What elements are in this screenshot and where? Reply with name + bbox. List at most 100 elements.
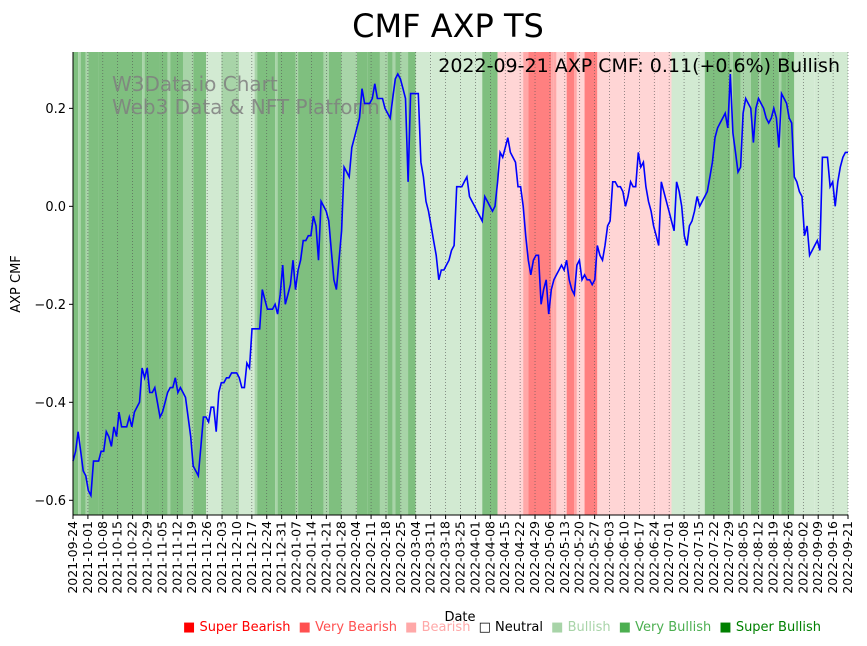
y-axis-label: AXP CMF [9, 255, 24, 313]
signal-band [492, 52, 498, 515]
x-tick-label: 2022-02-11 [363, 521, 378, 594]
legend-label: Neutral [495, 620, 543, 635]
x-tick-label: 2022-07-15 [691, 521, 706, 594]
signal-band [239, 52, 255, 515]
x-tick-label: 2022-04-08 [482, 521, 497, 594]
signal-band [387, 52, 393, 515]
signal-band [78, 52, 81, 515]
signal-band [392, 52, 396, 515]
x-tick-label: 2022-08-12 [751, 521, 766, 594]
legend: ■ Super Bearish ■ Very Bearish ■ Bearish… [183, 620, 825, 635]
x-tick-label: 2022-06-10 [616, 521, 631, 594]
legend-marker: ■ [551, 620, 564, 635]
signal-band [786, 52, 795, 515]
legend-label: Very Bearish [315, 620, 397, 635]
legend-marker: ■ [183, 620, 196, 635]
x-tick-label: 2021-11-12 [169, 521, 184, 594]
signal-band [740, 52, 751, 515]
legend-bearish: ■ Bearish [405, 620, 470, 635]
x-tick-label: 2021-09-24 [65, 521, 80, 594]
legend-label: Very Bullish [635, 620, 712, 635]
signal-band [556, 52, 567, 515]
legend-label: Super Bearish [199, 620, 291, 635]
signal-band [341, 52, 357, 515]
chart-title: CMF AXP TS [352, 7, 544, 45]
signal-band [206, 52, 222, 515]
signal-band [758, 52, 762, 515]
x-tick-label: 2021-10-08 [95, 521, 110, 594]
legend-marker: ■ [298, 620, 311, 635]
signal-band [691, 52, 705, 515]
signal-band [482, 52, 493, 515]
signal-band [761, 52, 779, 515]
x-tick-label: 2022-06-24 [646, 521, 661, 594]
x-tick-label: 2022-08-19 [765, 521, 780, 594]
signal-band [778, 52, 782, 515]
x-tick-label: 2022-04-22 [512, 521, 527, 594]
x-tick-label: 2022-02-04 [348, 521, 363, 594]
signal-band [257, 52, 276, 515]
y-tick-label: −0.6 [34, 494, 66, 509]
x-tick-label: 2022-05-27 [587, 521, 602, 594]
signal-band [170, 52, 183, 515]
signal-band [794, 52, 802, 515]
y-tick-label: 0.0 [45, 200, 66, 215]
signal-band [671, 52, 692, 515]
signal-band [497, 52, 524, 515]
signal-band [221, 52, 240, 515]
signal-band [159, 52, 168, 515]
legend-very-bullish: ■ Very Bullish [619, 620, 712, 635]
x-tick-label: 2021-12-17 [244, 521, 259, 594]
x-tick-label: 2022-05-20 [572, 521, 587, 594]
x-tick-label: 2021-11-26 [199, 521, 214, 594]
x-tick-label: 2022-01-21 [318, 521, 333, 594]
signal-band [431, 52, 478, 515]
y-tick-label: −0.4 [34, 396, 66, 411]
y-tick-label: −0.2 [34, 298, 66, 313]
x-tick-label: 2022-04-01 [467, 521, 482, 594]
x-tick-label: 2021-12-10 [229, 521, 244, 594]
signal-band [658, 52, 672, 515]
signal-band [379, 52, 388, 515]
signal-band [315, 52, 324, 515]
signal-band [142, 52, 145, 515]
x-tick-label: 2022-03-25 [453, 521, 468, 594]
cmf-series-line [72, 72, 848, 499]
x-tick-label: 2022-02-18 [378, 521, 393, 594]
x-tick-label: 2022-03-04 [408, 521, 423, 594]
legend-marker: ■ [719, 620, 732, 635]
x-tick-label: 2022-07-08 [676, 521, 691, 594]
legend-marker: ■ [618, 620, 632, 635]
x-tick-label: 2021-10-29 [140, 521, 155, 594]
signal-band [367, 52, 380, 515]
legend-neutral: □ Neutral [479, 620, 543, 635]
x-tick-label: 2022-09-02 [795, 521, 810, 594]
x-tick-label: 2022-09-21 [840, 521, 855, 594]
legend-super-bearish: ■ Super Bearish [183, 620, 291, 635]
x-tick-label: 2022-05-06 [542, 521, 557, 594]
signal-band [597, 52, 623, 515]
watermark-line-2: Web3 Data & NFT Platform [112, 95, 380, 119]
legend-label: Bearish [421, 620, 471, 635]
signal-band [144, 52, 160, 515]
x-tick-label: 2021-10-22 [125, 521, 140, 594]
x-tick-label: 2021-12-03 [214, 521, 229, 594]
latest-annotation: 2022-09-21 AXP CMF: 0.11(+0.6%) Bullish [438, 55, 840, 77]
x-tick-label: 2022-04-29 [527, 521, 542, 594]
signal-band [193, 52, 207, 515]
x-tick-label: 2022-06-03 [602, 521, 617, 594]
signal-band [730, 52, 733, 515]
x-tick-label: 2022-03-11 [423, 521, 438, 594]
signal-band [814, 52, 848, 515]
x-tick-label: 2022-08-26 [780, 521, 795, 594]
x-tick-label: 2022-01-28 [333, 521, 348, 594]
signal-band [356, 52, 368, 515]
x-tick-label: 2022-04-15 [497, 521, 512, 594]
watermark-line-1: W3Data.io Chart [112, 72, 278, 96]
signal-band [750, 52, 759, 515]
x-tick-label: 2021-10-01 [80, 521, 95, 594]
legend-bullish: ■ Bullish [551, 620, 610, 635]
x-tick-label: 2022-07-01 [661, 521, 676, 594]
y-ticks: 0.2 0.0 −0.2 −0.4 −0.6 [34, 102, 73, 509]
y-tick-label: 0.2 [45, 102, 66, 117]
